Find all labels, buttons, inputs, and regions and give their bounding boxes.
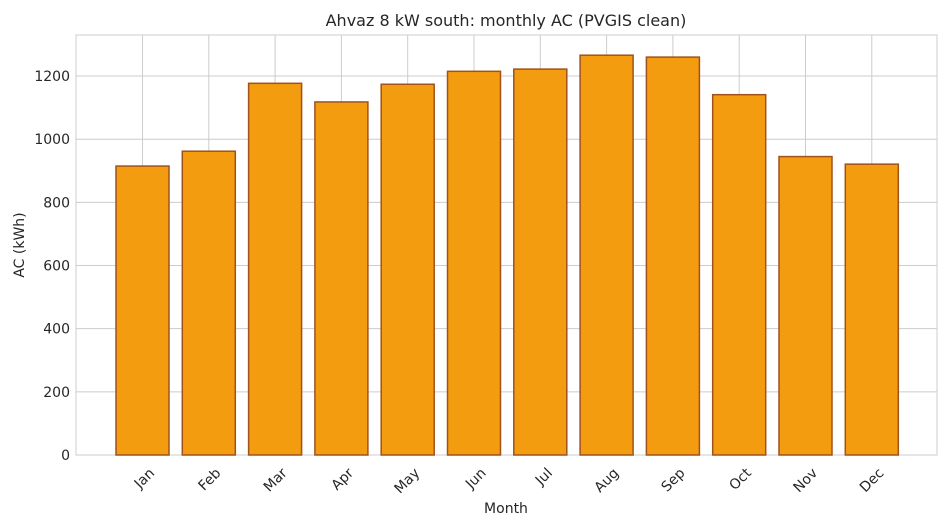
bar-dec bbox=[844, 163, 900, 456]
bars bbox=[115, 54, 900, 456]
bar-feb bbox=[181, 150, 237, 456]
y-tick-label: 600 bbox=[43, 259, 70, 275]
bar-jul bbox=[513, 68, 568, 456]
x-tick-label: Jul bbox=[532, 465, 556, 489]
y-tick-label: 1200 bbox=[34, 69, 70, 85]
bar-mar bbox=[247, 82, 303, 456]
bar-sep bbox=[645, 56, 701, 456]
x-tick-label: Oct bbox=[726, 465, 755, 494]
bar-nov bbox=[778, 155, 833, 456]
x-tick-label: Apr bbox=[329, 465, 358, 494]
y-tick-label: 1000 bbox=[34, 132, 70, 148]
y-tick-label: 200 bbox=[43, 385, 70, 401]
plot-frame bbox=[75, 34, 938, 456]
bar-apr bbox=[314, 101, 369, 456]
x-tick-label: Jan bbox=[131, 465, 158, 492]
x-tick-label: Dec bbox=[857, 465, 887, 495]
y-axis-label: AC (kWh) bbox=[12, 212, 28, 277]
x-axis-label: Month bbox=[484, 501, 528, 517]
x-tick-label: Mar bbox=[261, 465, 291, 495]
x-tick-label: Jun bbox=[462, 465, 489, 492]
bar-aug bbox=[579, 54, 634, 456]
x-tick-label: Sep bbox=[659, 465, 689, 495]
y-tick-label: 0 bbox=[61, 448, 70, 464]
y-tick-label: 400 bbox=[43, 322, 70, 338]
y-tick-labels: 0 200 400 600 800 1000 1200 bbox=[34, 69, 70, 464]
y-tick-label: 800 bbox=[43, 195, 70, 211]
bar-may bbox=[380, 83, 435, 456]
x-tick-label: Feb bbox=[196, 465, 225, 494]
bar-oct bbox=[711, 93, 767, 456]
x-tick-label: May bbox=[392, 465, 424, 497]
x-tick-label: Aug bbox=[592, 465, 623, 496]
x-tick-label: Nov bbox=[790, 465, 821, 496]
x-tick-labels: Jan Feb Mar Apr May Jun Jul Aug Sep Oct Nov Dec bbox=[131, 465, 888, 497]
chart-title: Ahvaz 8 kW south: monthly AC (PVGIS clea… bbox=[326, 11, 687, 30]
bar-jun bbox=[446, 70, 502, 456]
bar-jan bbox=[115, 165, 170, 456]
